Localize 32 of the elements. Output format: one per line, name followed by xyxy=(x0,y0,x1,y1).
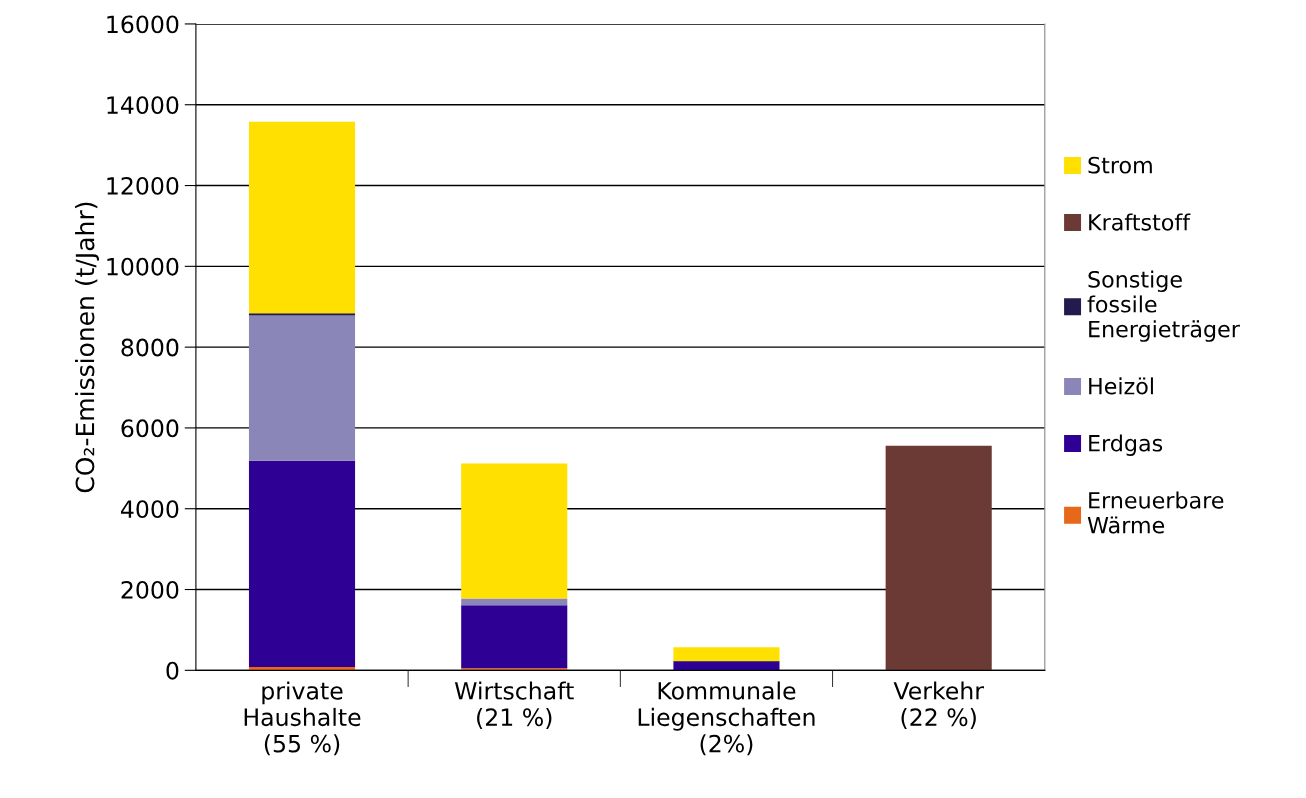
x-tick-label: Wirtschaft (21 %) xyxy=(454,681,574,729)
bar xyxy=(461,605,568,669)
y-tick-label: 10000 xyxy=(107,257,179,276)
legend-label: Erdgas xyxy=(1089,434,1163,456)
bar xyxy=(885,445,992,671)
bar xyxy=(461,463,568,599)
bar xyxy=(248,315,356,461)
legend-label: Erneuerbare Wärme xyxy=(1087,491,1224,534)
y-axis-title: CO₂-Emissionen (t/Jahr) xyxy=(75,202,100,493)
y-tick-label: 14000 xyxy=(107,96,179,115)
bar xyxy=(248,121,356,314)
legend-label: Heizöl xyxy=(1089,377,1153,395)
legend-label: Sonstige fossile Energieträger xyxy=(1087,270,1240,342)
x-tick-label: Kommunale Liegenschaften (2%) xyxy=(638,681,815,756)
legend-label: Kraftstoff xyxy=(1089,213,1191,231)
y-tick-label: 12000 xyxy=(107,176,179,195)
bar xyxy=(673,647,780,662)
y-tick-label: 16000 xyxy=(107,15,179,34)
bar xyxy=(248,313,356,316)
legend-label: Strom xyxy=(1088,156,1152,174)
x-tick-label: private Haushalte (55 %) xyxy=(244,681,361,756)
y-tick-label: 0 xyxy=(166,661,179,680)
bar xyxy=(248,460,356,668)
y-tick-label: 8000 xyxy=(121,338,179,357)
x-tick-label: Verkehr (22 %) xyxy=(893,681,984,729)
bar xyxy=(673,661,780,671)
y-tick-label: 2000 xyxy=(121,580,179,599)
y-tick-label: 6000 xyxy=(121,419,179,438)
bar xyxy=(461,598,568,606)
bar xyxy=(248,667,356,671)
y-tick-label: 4000 xyxy=(120,500,179,519)
bar xyxy=(461,668,568,671)
